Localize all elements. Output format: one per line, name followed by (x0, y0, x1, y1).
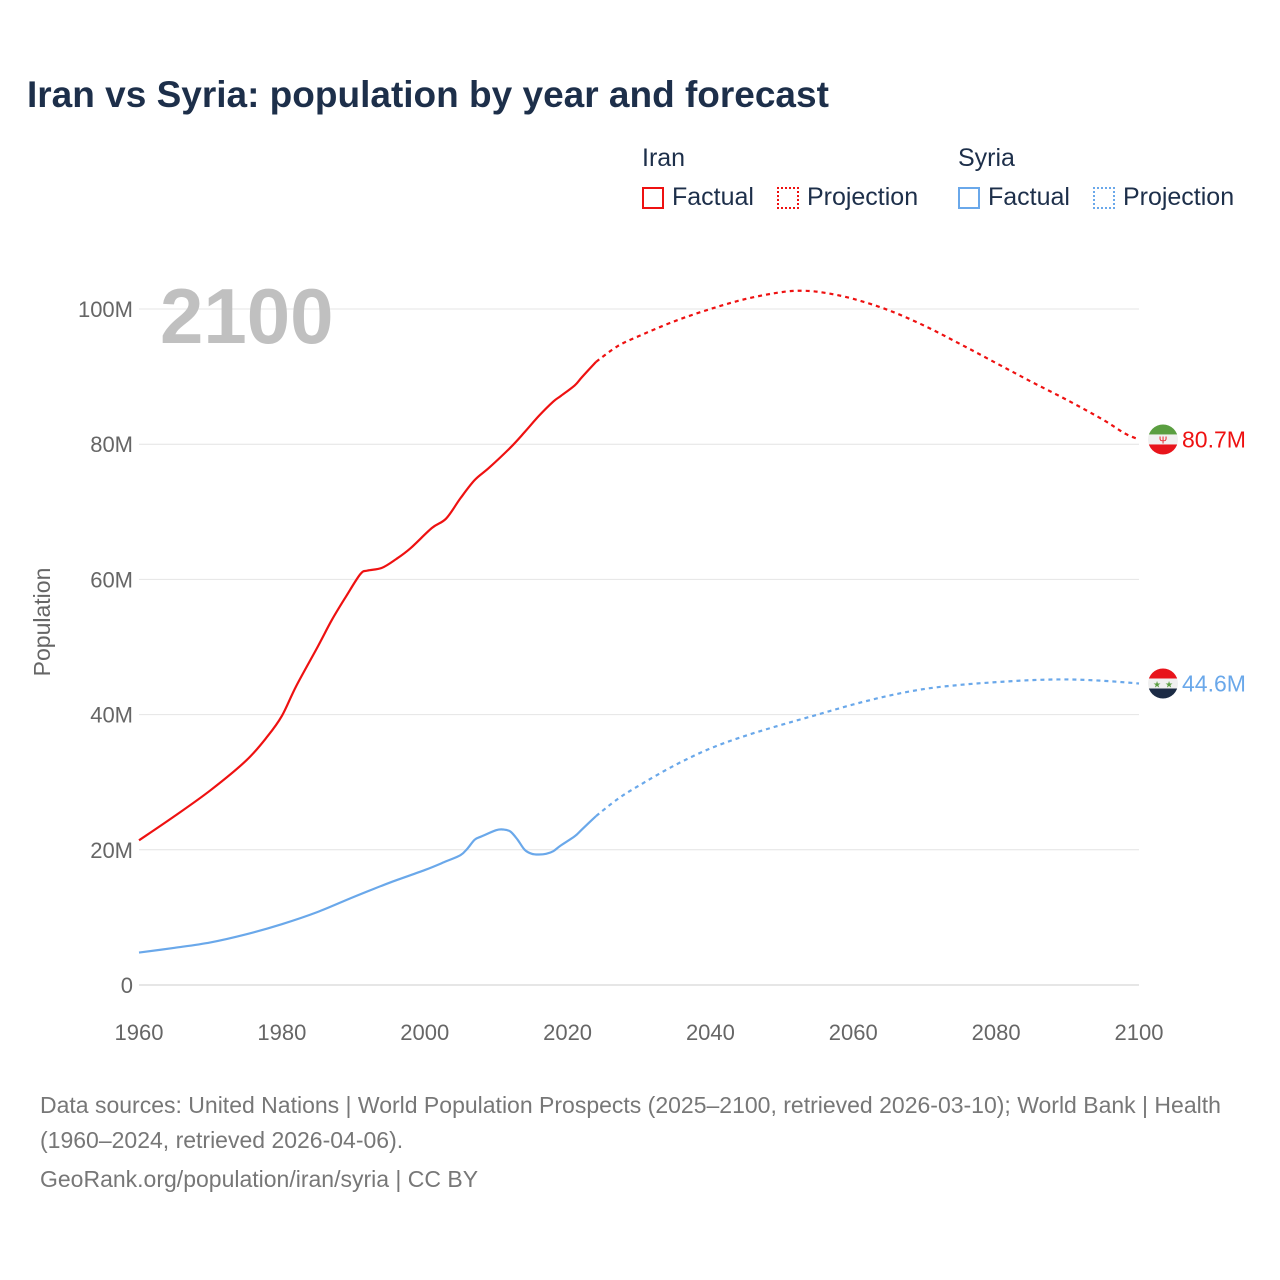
legend-group-syria: Syria Factual Projection (958, 144, 1234, 216)
iran-projection-line (595, 289, 1140, 441)
legend-group-label: Syria (958, 144, 1015, 172)
legend-group-iran: Iran Factual Projection (642, 144, 934, 216)
x-tick-label: 1980 (257, 1020, 306, 1045)
x-tick-label: 2020 (543, 1020, 592, 1045)
x-tick-label: 2040 (686, 1020, 735, 1045)
legend-label: Factual (672, 183, 754, 211)
x-tick-label: 2100 (1115, 1020, 1164, 1045)
legend-label: Projection (806, 183, 919, 211)
y-tick-label: 100M (78, 297, 133, 322)
y-tick-label: 20M (90, 838, 133, 863)
y-axis-label: Population (29, 568, 55, 677)
syria-factual-line (138, 815, 597, 954)
legend-item-syria-factual[interactable]: Factual (958, 183, 1070, 212)
current-year-label: 2100 (160, 272, 334, 360)
x-tick-label: 1960 (115, 1020, 164, 1045)
syria-flag-icon: ★ ★ (1148, 668, 1178, 699)
legend-item-syria-projection[interactable]: Projection (1092, 183, 1235, 212)
chart-title: Iran vs Syria: population by year and fo… (27, 74, 829, 115)
legend-swatch-dotted (776, 186, 799, 209)
legend-group-label: Iran (642, 144, 686, 172)
svg-text:Ψ: Ψ (1159, 435, 1167, 446)
y-tick-label: 60M (90, 567, 133, 592)
syria-end-value-label: 44.6M (1182, 671, 1246, 697)
legend-item-iran-factual[interactable]: Factual (642, 183, 754, 212)
credit-link[interactable]: GeoRank.org/population/iran/syria | CC B… (40, 1166, 479, 1192)
y-tick-label: 0 (121, 973, 133, 998)
y-tick-label: 40M (90, 703, 133, 728)
data-sources: Data sources: United Nations | World Pop… (40, 1092, 1221, 1153)
x-tick-label: 2080 (972, 1020, 1021, 1045)
legend-swatch-solid (958, 186, 980, 209)
y-tick-label: 80M (90, 432, 133, 457)
x-tick-label: 2000 (400, 1020, 449, 1045)
legend-item-iran-projection[interactable]: Projection (776, 183, 919, 212)
x-tick-label: 2060 (829, 1020, 878, 1045)
legend-label: Projection (1122, 183, 1235, 211)
svg-text:★: ★ (1153, 680, 1161, 690)
iran-flag-icon: Ψ (1148, 424, 1178, 455)
svg-text:★: ★ (1165, 680, 1173, 690)
syria-projection-line (595, 678, 1140, 817)
legend-swatch-solid (642, 186, 664, 209)
legend-label: Factual (988, 183, 1070, 211)
iran-end-value-label: 80.7M (1182, 426, 1246, 452)
legend-swatch-dotted (1092, 186, 1115, 209)
iran-factual-line (138, 360, 597, 842)
footer: Data sources: United Nations | World Pop… (40, 1088, 1240, 1197)
